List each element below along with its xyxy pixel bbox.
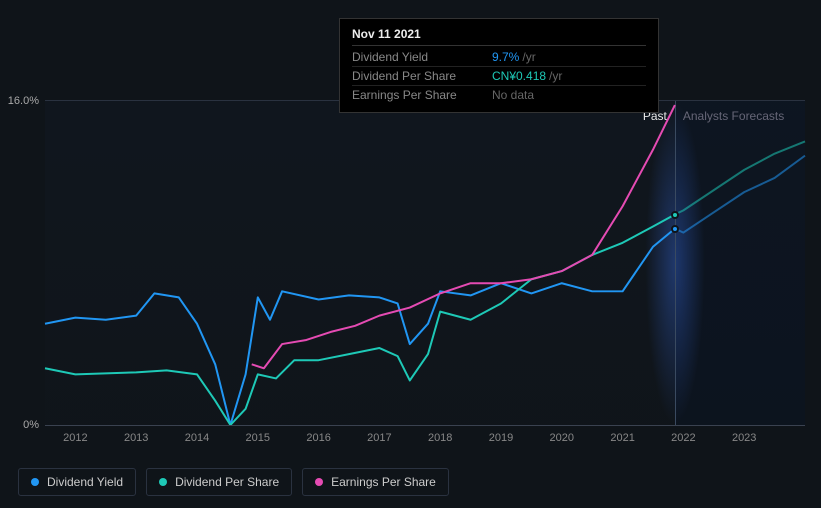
series-div_yield-forecast [675,156,805,233]
marker-div_per_share [671,211,679,219]
legend-item[interactable]: Earnings Per Share [302,468,449,496]
tooltip-row-value: CN¥0.418 [492,69,546,83]
chart-container: Past Analysts Forecasts 16.0% 0% 2012201… [15,100,805,460]
series-div_per_share-past [45,214,675,425]
tooltip-row-label: Earnings Per Share [352,88,492,102]
x-axis: 2012 2013 2014 2015 2016 2017 2018 2019 2020 2021… [45,425,805,455]
x-tick: 2017 [367,432,391,444]
x-tick: 2013 [124,432,148,444]
x-tick: 2012 [63,432,87,444]
x-tick: 2022 [671,432,695,444]
tooltip-row-label: Dividend Per Share [352,69,492,83]
tooltip-row-value: 9.7% [492,50,519,64]
series-eps-past [252,105,675,368]
legend-label: Dividend Per Share [175,475,279,489]
chart-svg [45,101,805,425]
tooltip-date: Nov 11 2021 [352,27,646,46]
legend-dot-icon [159,478,167,486]
chart-tooltip: Nov 11 2021 Dividend Yield9.7%/yrDividen… [339,18,659,113]
legend-dot-icon [31,478,39,486]
tooltip-row-unit: /yr [522,50,535,64]
x-tick: 2020 [550,432,574,444]
x-tick: 2019 [489,432,513,444]
legend: Dividend Yield Dividend Per Share Earnings… [18,468,449,496]
x-tick: 2014 [185,432,209,444]
x-tick: 2023 [732,432,756,444]
tooltip-row-unit: /yr [549,69,562,83]
legend-dot-icon [315,478,323,486]
x-tick: 2015 [246,432,270,444]
tooltip-row: Dividend Per ShareCN¥0.418/yr [352,67,646,86]
x-tick: 2018 [428,432,452,444]
series-div_per_share-forecast [675,141,805,214]
x-tick: 2021 [610,432,634,444]
y-axis-max: 16.0% [8,95,45,107]
y-axis-min: 0% [23,419,45,431]
series-div_yield-past [45,229,675,425]
period-label-forecast: Analysts Forecasts [683,109,784,123]
x-tick: 2016 [306,432,330,444]
tooltip-row: Earnings Per ShareNo data [352,86,646,104]
tooltip-row: Dividend Yield9.7%/yr [352,48,646,67]
plot-area[interactable]: Past Analysts Forecasts 16.0% 0% [45,100,805,425]
tooltip-row-label: Dividend Yield [352,50,492,64]
legend-label: Earnings Per Share [331,475,436,489]
marker-div_yield [671,225,679,233]
legend-label: Dividend Yield [47,475,123,489]
tooltip-row-value: No data [492,88,534,102]
legend-item[interactable]: Dividend Per Share [146,468,292,496]
legend-item[interactable]: Dividend Yield [18,468,136,496]
